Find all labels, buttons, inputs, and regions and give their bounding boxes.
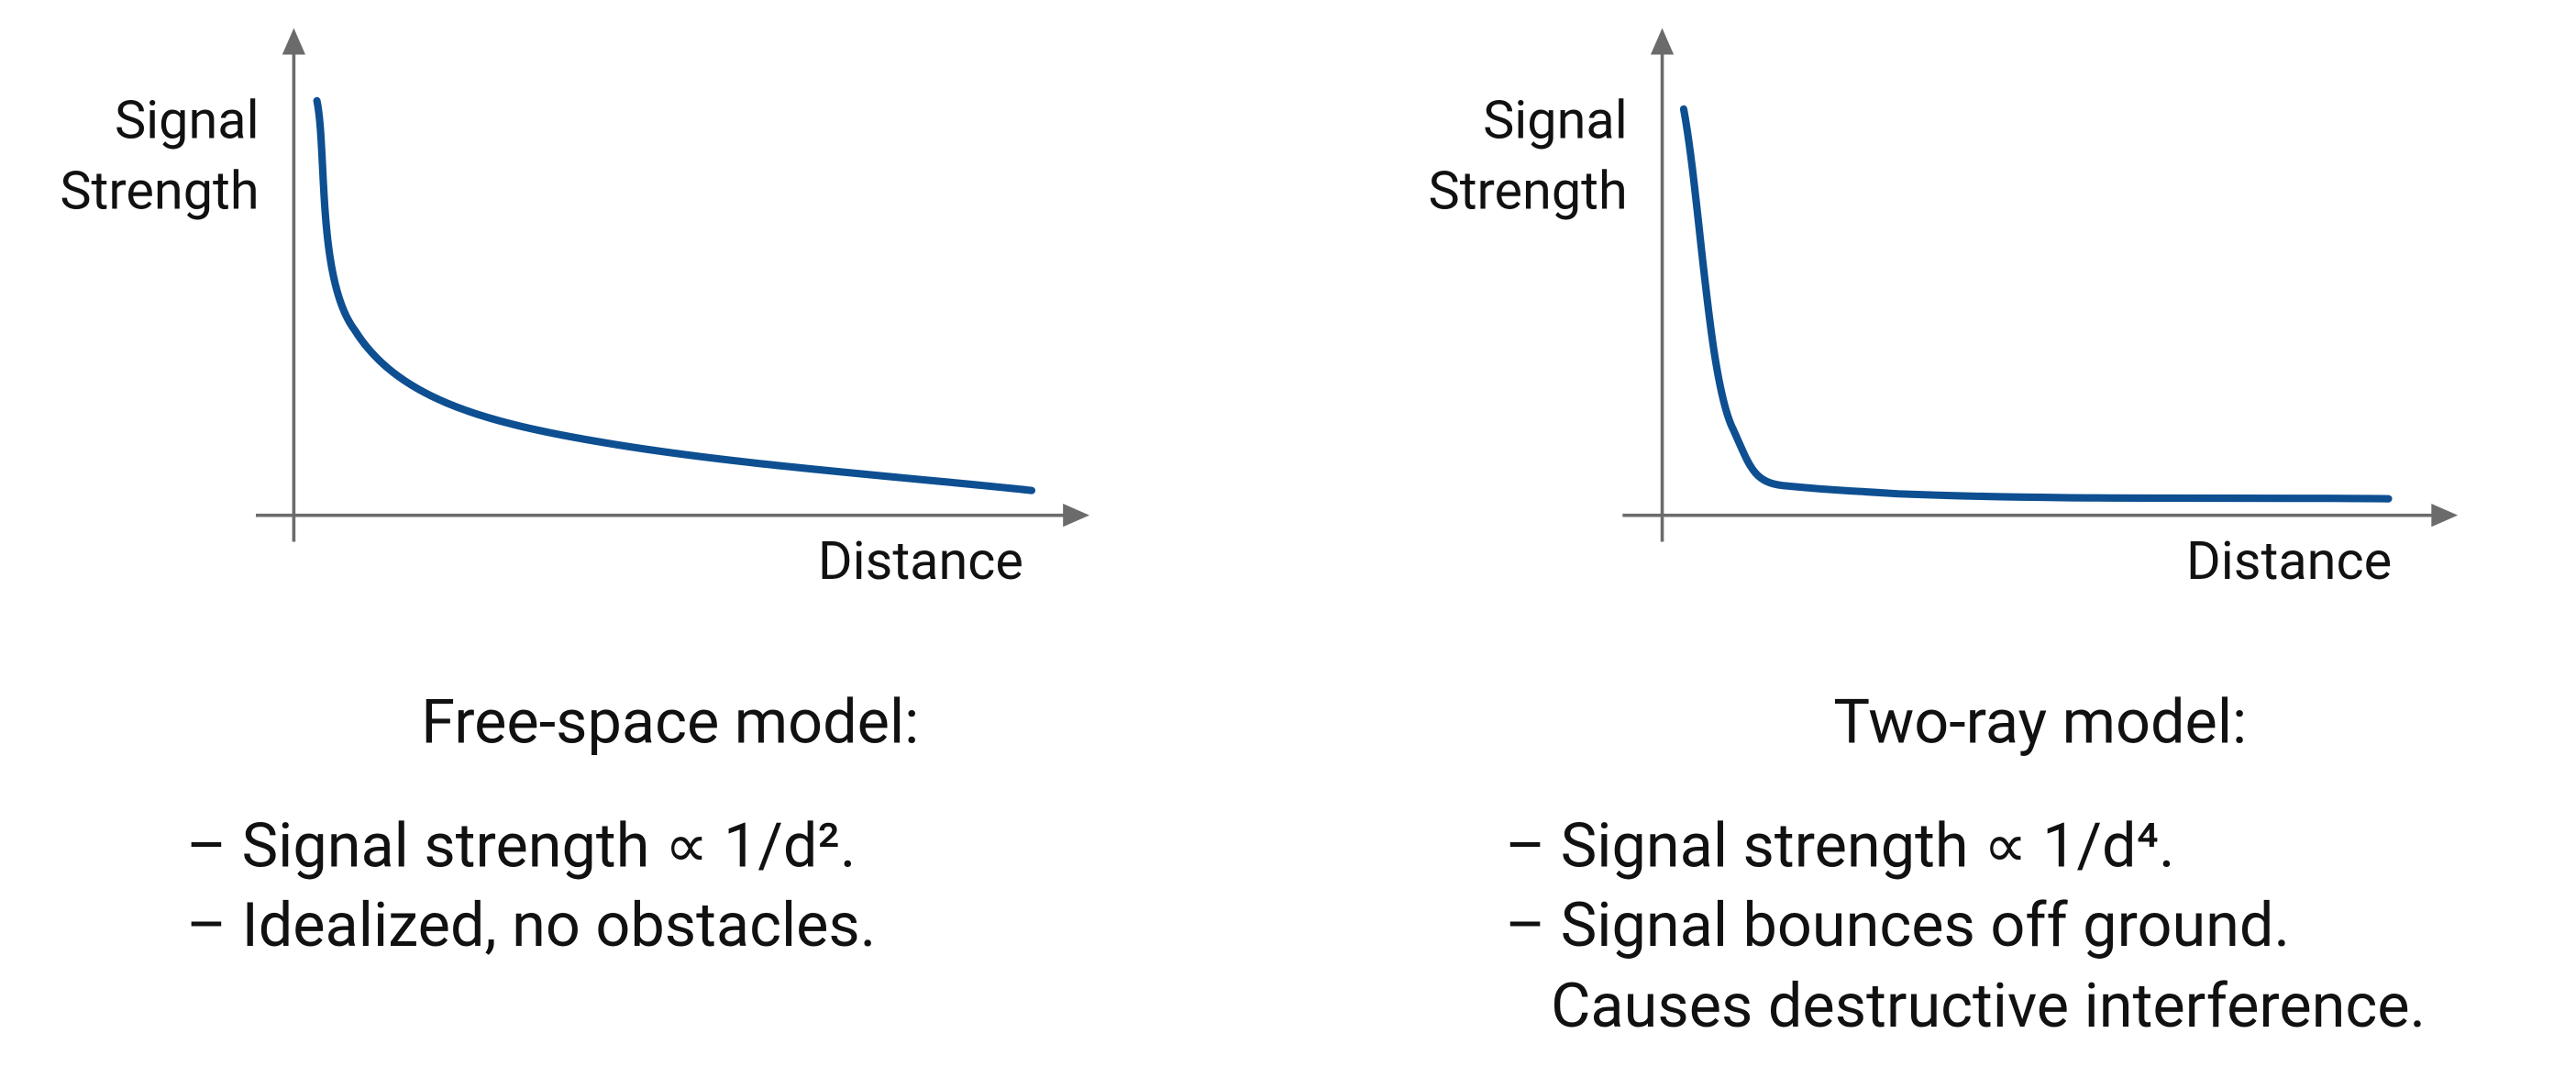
bullet: – Signal strength ∝ 1/d⁴.: [1506, 811, 2175, 883]
x-arrow: [2431, 504, 2459, 528]
bullet: – Signal bounces off ground.: [1506, 890, 2290, 961]
y-arrow: [1650, 28, 1675, 55]
y-label: Strength: [60, 161, 259, 223]
y-label: Signal: [1483, 90, 1628, 151]
x-arrow: [1063, 504, 1089, 528]
y-label: Strength: [1429, 161, 1628, 223]
bullet: Causes destructive interference.: [1506, 971, 2427, 1042]
y-arrow: [282, 28, 305, 55]
bullet: – Idealized, no obstacles.: [186, 890, 876, 961]
y-label: Signal: [115, 90, 260, 151]
x-label: Distance: [2186, 531, 2392, 593]
panel-title: Free-space model:: [421, 687, 919, 759]
two-ray-curve: [1679, 105, 2393, 503]
bullet: – Signal strength ∝ 1/d².: [186, 811, 856, 883]
free-space-curve: [313, 96, 1036, 494]
x-label: Distance: [818, 531, 1023, 593]
right-axes: [1622, 28, 2459, 542]
left-axes: [255, 28, 1089, 542]
panel-title: Two-ray model:: [1833, 687, 2247, 759]
